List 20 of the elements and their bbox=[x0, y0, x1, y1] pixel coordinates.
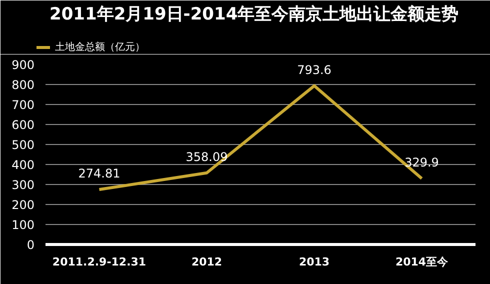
y-tick-label: 800 bbox=[12, 78, 34, 92]
x-tick-label: 2013 bbox=[298, 256, 330, 268]
y-tick-label: 0 bbox=[26, 238, 35, 252]
data-label: 358.09 bbox=[186, 150, 228, 164]
y-tick-label: 400 bbox=[12, 158, 34, 172]
y-tick-label: 500 bbox=[12, 138, 34, 152]
y-tick-label: 200 bbox=[12, 198, 34, 212]
x-tick-label: 2011.2.9-12.31 bbox=[52, 256, 146, 268]
y-tick-label: 700 bbox=[12, 98, 34, 112]
y-tick-label: 600 bbox=[12, 118, 34, 132]
chart-title: 2011年2月19日-2014年至今南京土地出让金额走势 bbox=[50, 4, 459, 24]
x-tick-label: 2012 bbox=[191, 256, 222, 268]
data-label: 329.9 bbox=[404, 156, 439, 170]
data-label: 274.81 bbox=[78, 166, 120, 181]
x-tick-label: 2014至今 bbox=[395, 256, 450, 268]
legend-label: 土地金总额（亿元） bbox=[55, 40, 145, 54]
y-tick-label: 300 bbox=[12, 178, 34, 192]
y-tick-label: 900 bbox=[12, 58, 34, 72]
data-label: 793.6 bbox=[297, 62, 332, 77]
y-tick-label: 100 bbox=[12, 218, 34, 232]
